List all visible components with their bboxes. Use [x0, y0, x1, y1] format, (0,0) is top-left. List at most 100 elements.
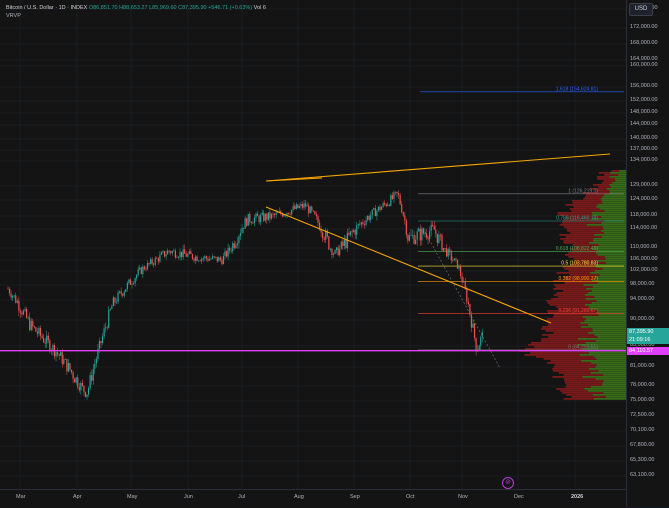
candle-body [160, 252, 163, 255]
candle-body [36, 331, 39, 334]
volume-bar [585, 298, 626, 300]
volume-bar [605, 258, 626, 260]
volume-bar [588, 242, 626, 244]
price-axis[interactable]: 176,000.00172,000.00168,000.00164,000.00… [626, 0, 669, 507]
candle-body [80, 382, 82, 391]
volume-bar [570, 232, 604, 234]
volume-bar [618, 174, 626, 176]
candle-body [382, 203, 384, 207]
candle-body [13, 295, 15, 297]
candle-body [46, 335, 48, 344]
volume-bar [598, 314, 626, 316]
candle-body [111, 306, 113, 310]
candle-body [326, 230, 328, 237]
volume-bar [604, 256, 626, 258]
candle-body [18, 300, 20, 311]
candle-body [261, 212, 263, 215]
candle-body [439, 234, 442, 236]
candle-body [263, 212, 265, 221]
candle-body [198, 260, 200, 262]
volume-bar [559, 234, 594, 236]
volume-bar [611, 170, 620, 172]
volume-bar [552, 376, 583, 378]
candle-body [69, 363, 71, 370]
candle-body [194, 256, 197, 261]
candle-body [238, 236, 240, 244]
volume-bar [553, 314, 599, 316]
candle-body [436, 233, 438, 243]
volume-bar [524, 354, 580, 356]
candle-body [188, 251, 190, 254]
candle-body [70, 369, 73, 373]
candle-body [105, 327, 107, 329]
candle-body [94, 363, 96, 369]
volume-bar [569, 274, 600, 276]
volume-bar [573, 246, 595, 248]
price-tick-label: 94,000.00 [630, 296, 655, 302]
chart-legend: Bitcoin / U.S. Dollar · 1D · INDEX O86,8… [6, 4, 266, 20]
volume-bar [601, 236, 626, 238]
candle-body [433, 225, 435, 230]
volume-bar [553, 280, 592, 282]
candle-body [239, 233, 242, 237]
candle-body [348, 232, 350, 235]
volume-bar [592, 214, 626, 216]
candle-body [123, 291, 125, 296]
price-tick-label: 148,000.00 [630, 109, 658, 115]
candle-body [371, 209, 373, 216]
fib-label: 0.236 (91,280.67) [559, 308, 599, 314]
candle-body [236, 243, 238, 245]
candle-body [227, 247, 229, 257]
candle-body [427, 237, 429, 239]
candle-body [151, 259, 153, 264]
symbol-title[interactable]: Bitcoin / U.S. Dollar · 1D · INDEX [6, 5, 88, 11]
candle-body [349, 231, 352, 235]
candle-body [374, 208, 376, 217]
candle-body [401, 204, 403, 213]
candle-body [328, 236, 330, 250]
candle-body [478, 345, 480, 350]
volume-bar [560, 390, 588, 392]
volume-bar [598, 172, 610, 174]
fib-label: 0.382 (98,990.37) [559, 276, 599, 282]
volume-bar [577, 344, 626, 346]
price-tick-label: 78,000.00 [630, 382, 655, 388]
candle-body [354, 229, 356, 235]
candle-body [405, 220, 407, 235]
candle-body [286, 212, 288, 216]
candle-body [241, 227, 243, 234]
candle-body [244, 218, 246, 229]
currency-button[interactable]: USD [629, 3, 653, 16]
volume-bar [565, 386, 591, 388]
candle-body [44, 342, 46, 344]
volume-bar [565, 254, 598, 256]
volume-bar [589, 188, 607, 190]
candle-body [38, 327, 40, 334]
time-tick-label: Oct [406, 494, 415, 500]
volume-bar [591, 362, 626, 364]
indicator-vrvp[interactable]: VRVP [6, 13, 21, 19]
volume-bar [584, 196, 603, 198]
candle-body [444, 248, 446, 249]
time-axis[interactable]: Mar Apr May Jun Jul Aug Sep Oct Nov Dec 2026 [0, 489, 626, 508]
volume-bar [600, 230, 626, 232]
volume-bar [571, 210, 605, 212]
volume-bar [593, 398, 626, 400]
candle-body [252, 223, 254, 224]
candle-body [67, 363, 70, 372]
candle-body [148, 262, 150, 264]
volume-bar [595, 264, 626, 266]
tradingview-icon[interactable]: ⊘ [502, 477, 514, 489]
candle-body [379, 206, 381, 211]
volume-bar [596, 358, 626, 360]
volume-bar [563, 290, 592, 292]
candle-body [115, 301, 118, 303]
price-chart[interactable]: 1 (126,219.0) 0.786 (116,460.18) 0.618 (10… [0, 0, 626, 489]
candle-body [35, 327, 37, 332]
candle-body [447, 249, 449, 257]
volume-bar [588, 368, 626, 370]
candle-body [255, 213, 257, 218]
candle-body [232, 243, 234, 252]
candle-body [30, 320, 32, 331]
